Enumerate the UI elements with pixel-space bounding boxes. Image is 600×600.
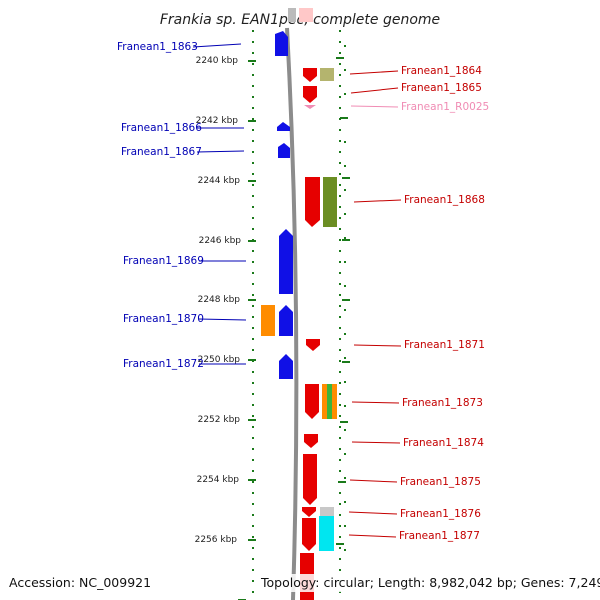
- leader-line: [192, 43, 242, 48]
- genome-backbone: [285, 27, 299, 600]
- gene-block-franean1-1866[interactable]: [277, 122, 290, 131]
- kbp-tick-label: 2250 kbp: [198, 355, 241, 365]
- gene-label-left[interactable]: Franean1_1863: [117, 41, 198, 53]
- gene-block-franean1-1869[interactable]: [279, 229, 293, 294]
- gene-block-franean1-1863[interactable]: [275, 31, 288, 56]
- gene-feature-cyan: [319, 516, 334, 551]
- gene-feature-olive-large: [323, 177, 337, 227]
- gene-label-right[interactable]: Franean1_1874: [403, 437, 484, 449]
- backbone-top-mark: [288, 8, 296, 22]
- gene-label-left[interactable]: Franean1_1872: [123, 358, 204, 370]
- gene-block-franean1-1870[interactable]: [279, 305, 293, 336]
- kbp-tick-label: 2254 kbp: [197, 475, 240, 485]
- kbp-tick-label: 2246 kbp: [199, 236, 242, 246]
- gene-feature-orange: [261, 305, 275, 336]
- gene-block-franean1-1874[interactable]: [304, 434, 318, 448]
- leader-line: [196, 150, 245, 153]
- gene-label-left[interactable]: Franean1_1867: [121, 146, 202, 158]
- leader-line: [198, 318, 247, 321]
- gene-feature-olive-small: [320, 68, 334, 81]
- kbp-tick-label: 2256 kbp: [195, 535, 238, 545]
- kbp-tick-label: 2252 kbp: [198, 415, 241, 425]
- gene-label-right[interactable]: Franean1_1865: [401, 82, 482, 94]
- rna-label-right[interactable]: Franean1_R0025: [401, 101, 489, 113]
- kbp-tick-label: 2244 kbp: [198, 176, 241, 186]
- footer-accession: Accession: NC_009921: [9, 575, 151, 590]
- footer-topology: Topology: circular; Length: 8,982,042 bp…: [260, 575, 600, 590]
- leader-line: [349, 479, 398, 483]
- leader-line: [348, 534, 397, 538]
- leader-line: [351, 441, 401, 444]
- right-gene-labels: Franean1_1864 Franean1_1865 Franean1_R00…: [348, 65, 489, 542]
- leader-line: [349, 70, 399, 75]
- gene-block-franean1-1876[interactable]: [302, 507, 316, 517]
- leader-line: [353, 199, 402, 203]
- gene-label-right[interactable]: Franean1_1875: [400, 476, 481, 488]
- gene-label-left[interactable]: Franean1_1870: [123, 313, 204, 325]
- gene-label-right[interactable]: Franean1_1868: [404, 194, 485, 206]
- gene-label-left[interactable]: Franean1_1866: [121, 122, 202, 134]
- kbp-tick-label: 2242 kbp: [196, 116, 239, 126]
- gene-block-franean1-1871[interactable]: [306, 339, 320, 351]
- gene-block-franean1-1865[interactable]: [303, 86, 317, 103]
- gene-label-left[interactable]: Franean1_1869: [123, 255, 204, 267]
- gene-label-right[interactable]: Franean1_1877: [399, 530, 480, 542]
- gene-feature-grey: [320, 507, 334, 516]
- rna-block-franean1-r0025[interactable]: [304, 105, 316, 109]
- gene-feature-orange-strip: [322, 384, 327, 419]
- gene-label-right[interactable]: Franean1_1876: [400, 508, 481, 520]
- leader-line: [353, 344, 402, 347]
- leader-line: [350, 105, 399, 108]
- leader-line: [351, 401, 400, 404]
- gene-block-franean1-1877[interactable]: [302, 518, 316, 551]
- gene-feature-green-strip: [327, 384, 332, 419]
- gene-block-franean1-1864[interactable]: [303, 68, 317, 82]
- gene-block-franean1-1867[interactable]: [278, 143, 290, 158]
- gene-label-right[interactable]: Franean1_1873: [402, 397, 483, 409]
- gene-block-franean1-1875[interactable]: [303, 454, 317, 505]
- gene-label-right[interactable]: Franean1_1871: [404, 339, 485, 351]
- gene-label-right[interactable]: Franean1_1864: [401, 65, 482, 77]
- gene-block-franean1-1873[interactable]: [305, 384, 319, 419]
- kbp-tick-label: 2240 kbp: [196, 56, 239, 66]
- left-gene-labels: Franean1_1863 Franean1_1866 Franean1_186…: [117, 41, 247, 370]
- gene-feature-orange-strip: [332, 384, 337, 419]
- leader-line: [350, 87, 399, 94]
- gene-block-franean1-1872[interactable]: [279, 354, 293, 379]
- leader-line: [348, 511, 398, 515]
- footer-topology-backing: [258, 574, 596, 592]
- gene-top-mark: [299, 8, 313, 22]
- gene-block-franean1-1868[interactable]: [305, 177, 320, 227]
- kbp-scale: 2240 kbp 2242 kbp 2244 kbp 2246 kbp 2248…: [195, 56, 256, 545]
- outer-ruler-ticks: [238, 57, 350, 600]
- kbp-tick-label: 2248 kbp: [198, 295, 241, 305]
